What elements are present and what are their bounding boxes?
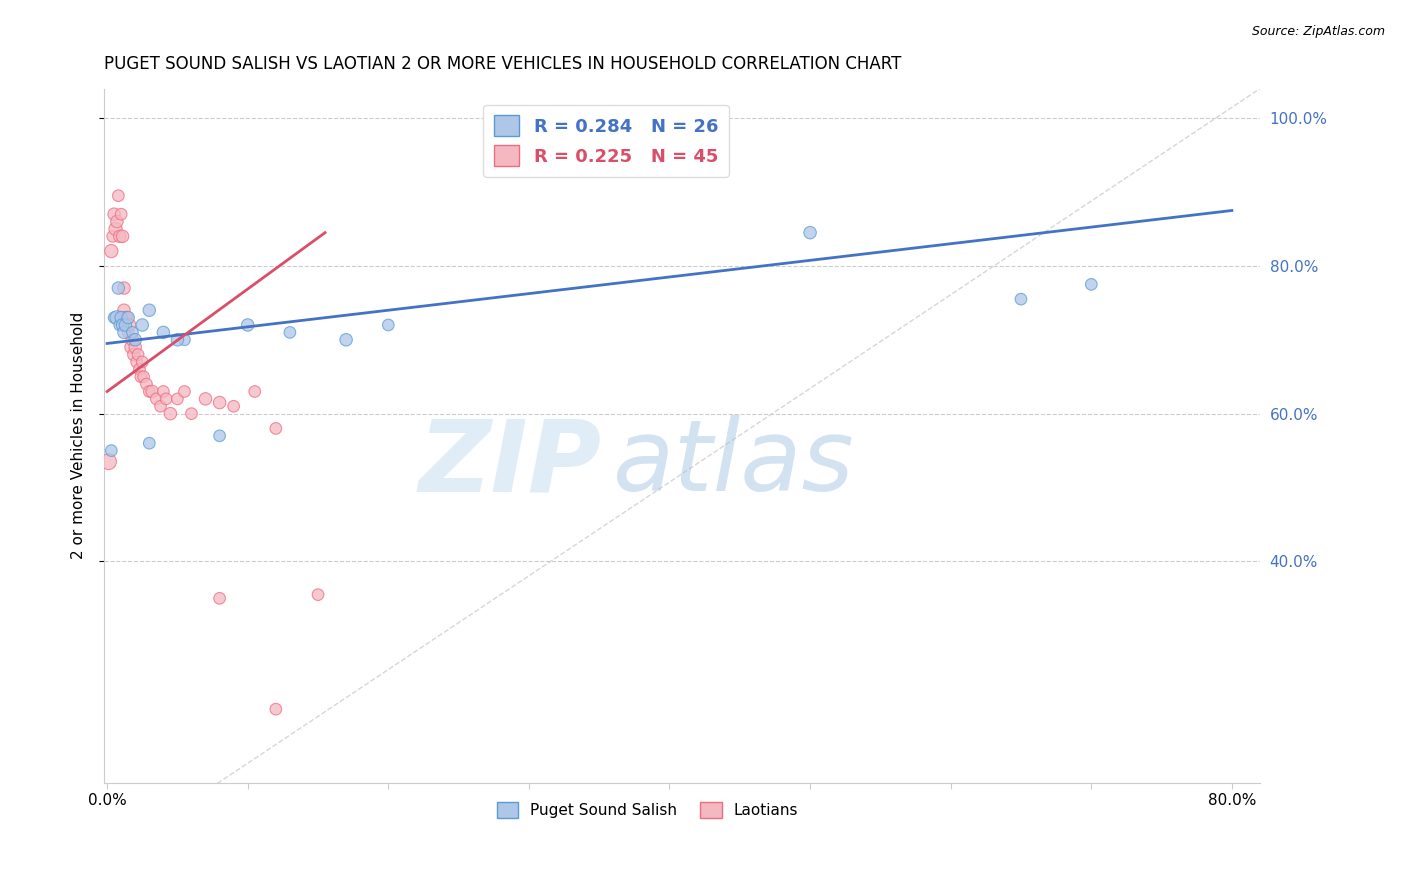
Point [112, 303, 135, 318]
Point [145, 392, 167, 406]
Point [1080, 277, 1102, 292]
Point [105, 214, 128, 228]
Point [100, 443, 122, 458]
Point [105, 310, 128, 325]
Point [236, 318, 259, 332]
Point [125, 355, 148, 369]
Text: ZIP: ZIP [418, 415, 602, 512]
Point [152, 326, 174, 340]
Point [112, 281, 135, 295]
Point [129, 369, 152, 384]
Point [264, 702, 287, 716]
Point [208, 591, 231, 606]
Point [118, 318, 141, 332]
Point [208, 395, 231, 409]
Point [111, 229, 134, 244]
Point [173, 333, 195, 347]
Point [208, 429, 231, 443]
Point [110, 207, 132, 221]
Point [107, 281, 129, 295]
Point [152, 384, 174, 399]
Point [138, 384, 160, 399]
Point [180, 407, 202, 421]
Point [107, 188, 129, 202]
Point [243, 384, 266, 399]
Point [138, 303, 160, 318]
Point [799, 226, 821, 240]
Point [121, 333, 143, 347]
Point [121, 326, 143, 340]
Point [141, 384, 163, 399]
Point [159, 407, 181, 421]
Point [108, 229, 131, 244]
Point [132, 369, 155, 384]
Point [131, 355, 153, 369]
Point [103, 207, 125, 221]
Text: atlas: atlas [613, 415, 855, 512]
Point [110, 310, 132, 325]
Point [111, 318, 134, 332]
Point [166, 392, 188, 406]
Point [149, 399, 172, 413]
Point [278, 326, 301, 340]
Point [1010, 292, 1032, 306]
Point [124, 333, 146, 347]
Point [377, 318, 399, 332]
Point [100, 244, 122, 259]
Point [104, 222, 127, 236]
Text: PUGET SOUND SALISH VS LAOTIAN 2 OR MORE VEHICLES IN HOUSEHOLD CORRELATION CHART: PUGET SOUND SALISH VS LAOTIAN 2 OR MORE … [104, 55, 901, 73]
Point [103, 310, 125, 325]
Point [124, 340, 146, 354]
Point [307, 588, 329, 602]
Point [122, 347, 145, 361]
Point [173, 384, 195, 399]
Point [194, 392, 217, 406]
Point [108, 318, 131, 332]
Point [155, 392, 177, 406]
Point [114, 310, 136, 325]
Point [101, 229, 124, 244]
Point [115, 310, 138, 325]
Point [97, 455, 120, 469]
Point [335, 333, 357, 347]
Point [138, 436, 160, 450]
Point [120, 340, 142, 354]
Y-axis label: 2 or more Vehicles in Household: 2 or more Vehicles in Household [72, 312, 86, 559]
Point [112, 326, 135, 340]
Point [131, 318, 153, 332]
Text: Source: ZipAtlas.com: Source: ZipAtlas.com [1251, 25, 1385, 38]
Point [127, 347, 149, 361]
Point [166, 333, 188, 347]
Point [135, 377, 157, 392]
Point [117, 310, 139, 325]
Point [117, 326, 139, 340]
Point [264, 421, 287, 435]
Point [128, 362, 150, 376]
Point [222, 399, 245, 413]
Point [114, 318, 136, 332]
Legend: Puget Sound Salish, Laotians: Puget Sound Salish, Laotians [491, 796, 804, 824]
